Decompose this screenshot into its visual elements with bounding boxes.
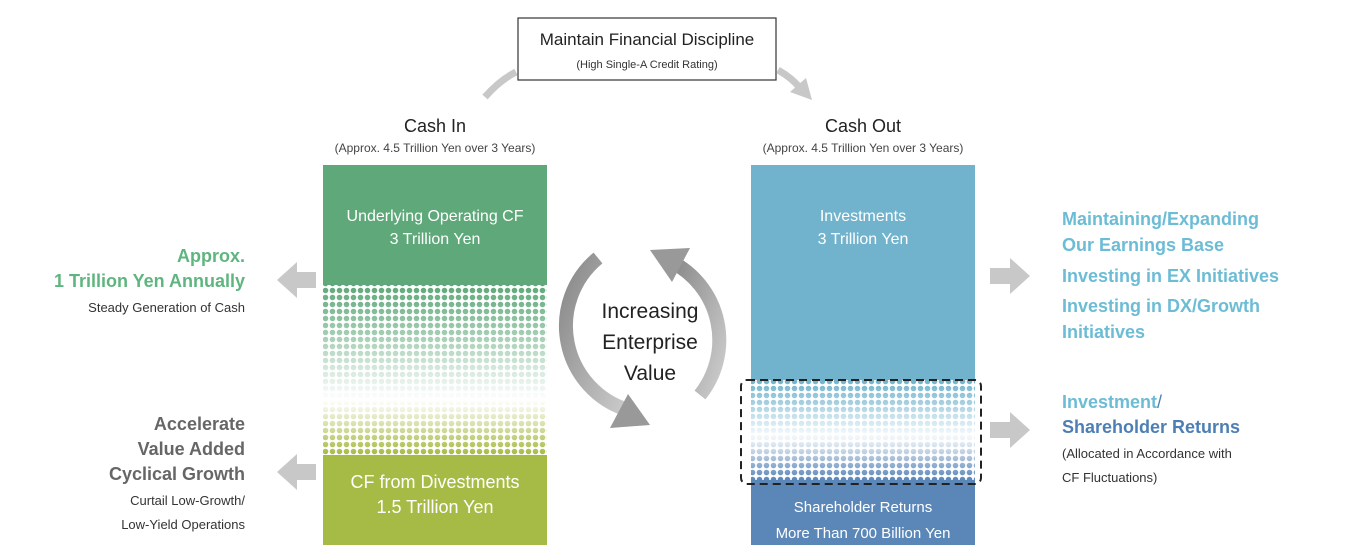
note-heading: Initiatives [1062, 322, 1145, 342]
block-label: 1.5 Trillion Yen [376, 497, 493, 517]
center-label: Increasing [602, 300, 699, 323]
halftone [751, 380, 975, 440]
operating-cf-block [323, 165, 547, 285]
note-heading: Maintaining/Expanding [1062, 209, 1259, 229]
note-heading: Shareholder Returns [1062, 417, 1240, 437]
block-label: Investments [820, 208, 906, 225]
arrow-head [610, 394, 650, 428]
block-label: 3 Trillion Yen [390, 231, 481, 248]
note-detail: Steady Generation of Cash [88, 300, 245, 315]
block-label: 3 Trillion Yen [818, 231, 909, 248]
halftone [323, 285, 547, 400]
top-subtitle: (High Single-A Credit Rating) [576, 59, 717, 71]
note-heading-part: / [1157, 392, 1162, 412]
center-label: Value [624, 362, 676, 385]
curve-arrow [776, 66, 803, 91]
block-label: Underlying Operating CF [347, 208, 524, 225]
note-heading: Investing in DX/Growth [1062, 296, 1260, 316]
cash-out-title: Cash Out [825, 116, 901, 136]
arrow-head [650, 248, 690, 282]
arrow-head [790, 78, 812, 100]
note-detail: Low-Yield Operations [121, 517, 245, 532]
divestment-block [323, 455, 547, 545]
halftone [751, 435, 975, 480]
side-arrow [990, 258, 1030, 294]
note-detail: CF Fluctuations) [1062, 470, 1157, 485]
note-heading-part: Investment [1062, 392, 1157, 412]
cash-in-subtitle: (Approx. 4.5 Trillion Yen over 3 Years) [335, 141, 536, 155]
block-label: Shareholder Returns [794, 499, 932, 516]
top-title: Maintain Financial Discipline [540, 30, 754, 49]
center-label: Enterprise [602, 331, 698, 354]
note-detail: Curtail Low-Growth/ [130, 493, 245, 508]
investments-block [751, 165, 975, 380]
side-arrow [277, 454, 316, 490]
cash-in-title: Cash In [404, 116, 466, 136]
note-heading: Investment/ [1062, 392, 1162, 412]
halftone [323, 400, 547, 455]
curve-arrow [482, 68, 518, 100]
note-heading: Approx. [177, 246, 245, 266]
block-label: CF from Divestments [350, 472, 519, 492]
note-heading: 1 Trillion Yen Annually [54, 271, 245, 291]
block-label: More Than 700 Billion Yen [776, 525, 951, 542]
side-arrow [990, 412, 1030, 448]
cycle-arrow [668, 255, 727, 400]
note-detail: (Allocated in Accordance with [1062, 446, 1232, 461]
note-heading: Cyclical Growth [109, 464, 245, 484]
returns-block [751, 480, 975, 545]
side-arrow [277, 262, 316, 298]
cash-out-subtitle: (Approx. 4.5 Trillion Yen over 3 Years) [763, 141, 964, 155]
note-heading: Accelerate [154, 414, 245, 434]
top-box [517, 17, 777, 81]
note-heading: Our Earnings Base [1062, 235, 1224, 255]
note-heading: Investing in EX Initiatives [1062, 266, 1279, 286]
note-heading: Value Added [138, 439, 245, 459]
cycle-arrow [558, 252, 631, 417]
